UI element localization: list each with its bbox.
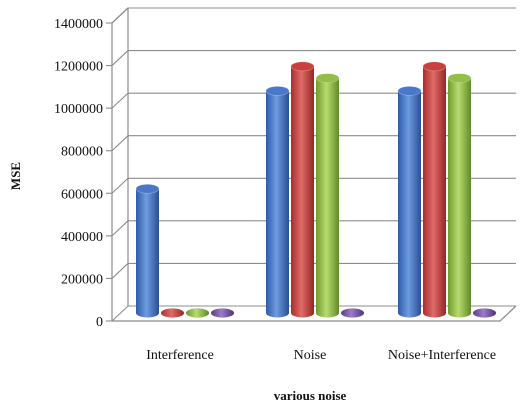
gridline-0 — [111, 305, 516, 322]
gridlines — [111, 7, 516, 322]
bar-1-2 — [315, 73, 340, 318]
bars — [135, 61, 497, 318]
x-axis-title: various noise — [274, 388, 347, 403]
bar-0-2 — [185, 308, 210, 318]
x-axis-labels: Interference Noise Noise+Interference — [146, 348, 496, 363]
x-category-label-0: Interference — [146, 348, 214, 363]
y-tick-label-5: 1000000 — [54, 102, 103, 117]
bar-2-2 — [447, 73, 472, 318]
x-category-label-2: Noise+Interference — [388, 348, 496, 363]
bar-0-3 — [210, 308, 235, 318]
gridline-4 — [111, 135, 516, 152]
gridline-3 — [111, 177, 516, 194]
y-tick-label-6: 1200000 — [54, 60, 103, 75]
gridline-6 — [111, 50, 516, 66]
bar-0-0 — [135, 183, 160, 318]
bar-1-1 — [290, 61, 315, 318]
left-wall-edge — [111, 7, 129, 321]
x-category-label-1: Noise — [294, 348, 327, 363]
gridline-2 — [111, 220, 516, 237]
y-tick-label-0: 0 — [96, 315, 103, 330]
y-tick-label-7: 1400000 — [54, 17, 103, 32]
y-tick-label-1: 200000 — [61, 272, 103, 287]
y-axis-title: MSE — [8, 162, 23, 190]
gridline-5 — [111, 92, 516, 109]
bar-1-0 — [265, 86, 290, 318]
bar-2-1 — [422, 61, 447, 318]
y-tick-label-3: 600000 — [61, 187, 103, 202]
gridline-1 — [111, 262, 516, 279]
bar-2-3 — [472, 308, 497, 318]
bar-0-1 — [160, 308, 185, 318]
gridline-7 — [111, 7, 516, 24]
y-tick-label-4: 800000 — [61, 145, 103, 160]
floor-edge — [112, 305, 517, 322]
y-axis-ticks: 0 200000 400000 600000 800000 1000000 1200000 1… — [54, 17, 112, 330]
bar-2-0 — [397, 86, 422, 318]
bar-1-3 — [340, 308, 365, 318]
y-tick-label-2: 400000 — [61, 230, 103, 245]
